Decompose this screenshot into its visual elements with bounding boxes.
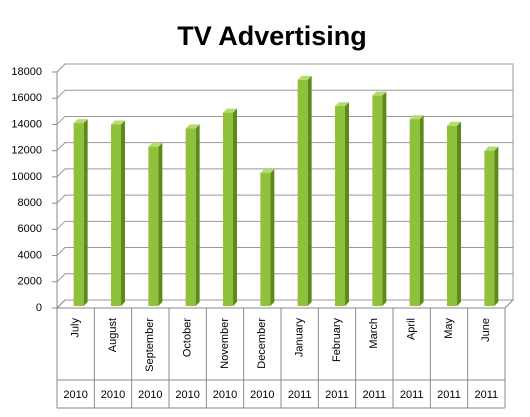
- x-group-label: 2010: [175, 389, 199, 401]
- y-tick-label: 16000: [11, 92, 42, 104]
- bar-side: [83, 119, 88, 306]
- x-group-label: 2011: [475, 389, 499, 401]
- bar-side: [382, 91, 387, 306]
- x-tick-label: January: [294, 318, 306, 358]
- x-tick-label: December: [256, 318, 268, 369]
- x-group-label: 2011: [325, 389, 349, 401]
- x-group-label: 2010: [250, 389, 274, 401]
- x-tick-label: July: [70, 318, 82, 338]
- x-tick-label: June: [480, 318, 492, 342]
- bar-side: [121, 120, 125, 306]
- y-tick-label: 12000: [11, 145, 42, 157]
- bar-top: [335, 102, 349, 107]
- y-tick-label: 8000: [18, 197, 42, 209]
- bar-top: [185, 124, 200, 129]
- grid-line: [56, 63, 513, 73]
- x-group-label: 2010: [138, 389, 162, 401]
- y-tick-label: 18000: [11, 66, 42, 78]
- bar-top: [409, 115, 424, 120]
- x-tick-label: August: [107, 318, 119, 352]
- bar: [297, 79, 308, 306]
- x-tick-label: March: [368, 318, 380, 349]
- grid-line: [56, 115, 513, 125]
- grid-line: [56, 273, 513, 283]
- x-group-label: 2010: [101, 389, 125, 401]
- bar: [484, 150, 495, 306]
- bar-top: [73, 119, 88, 124]
- grid-line: [56, 299, 513, 309]
- x-tick-label: February: [331, 318, 343, 363]
- x-group-label: 2011: [363, 389, 387, 401]
- bar: [409, 119, 420, 306]
- y-tick-label: 10000: [11, 171, 42, 183]
- bar-side: [195, 124, 200, 306]
- bar-top: [297, 75, 312, 80]
- bar: [73, 123, 84, 306]
- chart-title: TV Advertising: [177, 21, 367, 51]
- bar: [335, 106, 345, 306]
- y-tick-label: 2000: [18, 276, 42, 288]
- grid-line: [56, 220, 513, 230]
- floor: [55, 299, 515, 309]
- bar-top: [372, 91, 387, 96]
- x-group-label: 2011: [288, 389, 312, 401]
- bar-side: [233, 108, 237, 307]
- grid-line: [56, 194, 513, 204]
- x-tick-label: September: [144, 318, 156, 372]
- bar: [447, 125, 457, 306]
- bar: [372, 95, 383, 306]
- y-tick-label: 6000: [18, 223, 42, 235]
- bar: [223, 112, 233, 307]
- bar: [185, 128, 196, 306]
- bar: [148, 146, 159, 306]
- bar: [111, 124, 121, 306]
- x-tick-label: April: [406, 318, 418, 340]
- grid-line: [56, 89, 513, 99]
- bar-top: [111, 120, 125, 125]
- y-tick-label: 4000: [18, 249, 42, 261]
- back-wall: [56, 63, 514, 310]
- bar-top: [223, 108, 237, 113]
- bar-side: [270, 168, 275, 306]
- grid-line: [56, 168, 513, 178]
- y-tick-label: 14000: [11, 118, 42, 130]
- bar-side: [419, 115, 424, 306]
- grid-line: [56, 142, 513, 152]
- y-tick-label: 0: [36, 302, 42, 314]
- bar-side: [345, 102, 349, 306]
- bar-top: [260, 168, 275, 173]
- bar-top: [148, 142, 163, 147]
- bar: [260, 172, 271, 306]
- x-group-label: 2010: [213, 389, 237, 401]
- x-tick-label: November: [219, 318, 231, 369]
- x-tick-label: May: [443, 318, 455, 339]
- bar-side: [307, 75, 312, 306]
- bar-side: [457, 121, 461, 306]
- x-tick-label: October: [182, 318, 194, 357]
- bar-top: [447, 121, 461, 126]
- x-group-label: 2010: [63, 389, 87, 401]
- grid-line: [56, 247, 513, 256]
- x-group-label: 2011: [400, 389, 424, 401]
- bar-top: [484, 146, 499, 151]
- bar-side: [494, 146, 499, 306]
- bar-side: [158, 142, 163, 306]
- x-group-label: 2011: [437, 389, 461, 401]
